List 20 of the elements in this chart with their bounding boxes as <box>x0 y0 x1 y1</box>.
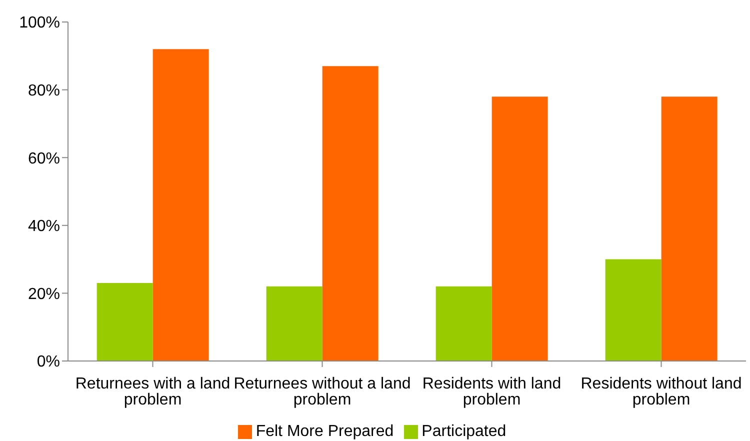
y-tick-label: 60% <box>28 150 60 168</box>
y-tick-label: 0% <box>36 354 60 371</box>
y-tick-label: 40% <box>28 218 60 236</box>
x-tick-label: Residents without land problem <box>580 375 742 408</box>
bar <box>96 283 153 361</box>
bar <box>152 49 209 361</box>
bar <box>322 66 378 361</box>
legend-label: Felt More Prepared <box>256 423 394 440</box>
x-tick-label: Returnees without a land problem <box>234 375 411 408</box>
bar <box>436 286 492 361</box>
bar <box>492 96 548 361</box>
y-tick-label: 100% <box>19 14 60 32</box>
bar <box>266 286 322 361</box>
legend-label: Participated <box>422 423 506 440</box>
bar <box>605 259 662 361</box>
y-tick-label: 20% <box>28 286 60 303</box>
y-tick-label: 80% <box>28 82 60 100</box>
x-tick-label: Returnees with a land problem <box>75 375 230 408</box>
x-tick-label: Residents with land problem <box>422 375 562 408</box>
bar <box>661 96 718 361</box>
